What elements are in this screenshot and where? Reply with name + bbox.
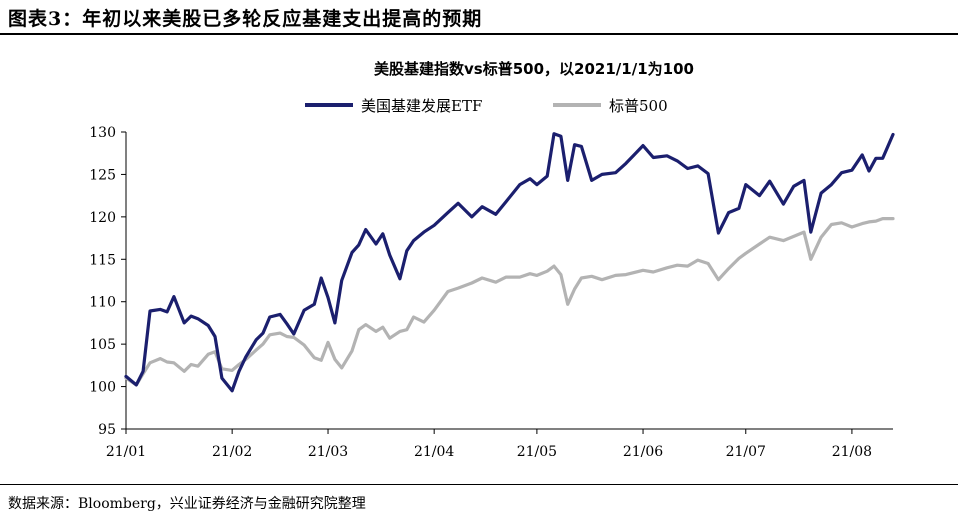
y-tick-label: 115 — [89, 252, 116, 268]
x-tick-label: 21/06 — [623, 444, 663, 460]
y-tick-label: 100 — [89, 380, 116, 396]
source-rule — [0, 484, 958, 485]
y-tick-label: 95 — [98, 422, 116, 438]
legend-label-sp500: 标普500 — [609, 97, 668, 115]
x-tick-label: 21/05 — [517, 444, 557, 460]
x-tick-label: 21/03 — [308, 444, 348, 460]
plot-area — [124, 132, 895, 393]
series-line-sp500 — [124, 217, 895, 387]
y-tick-label: 120 — [89, 210, 116, 226]
figure-title: 图表3：年初以来美股已多轮反应基建支出提高的预期 — [8, 8, 483, 30]
x-tick-label: 21/08 — [832, 444, 872, 460]
y-tick-label: 130 — [89, 125, 116, 141]
x-tick-label: 21/01 — [106, 444, 146, 460]
legend: 美国基建发展ETF 标普500 — [305, 97, 668, 115]
y-tick-label: 105 — [89, 337, 116, 353]
x-tick-label: 21/07 — [726, 444, 766, 460]
x-tick-label: 21/04 — [414, 444, 454, 460]
y-tick-label: 125 — [89, 167, 116, 183]
legend-label-infra: 美国基建发展ETF — [361, 97, 482, 115]
y-tick-label: 110 — [89, 295, 116, 311]
chart-axes: 95 100 105 110 115 120 125 130 21/01 21/02 21/03 21… — [89, 125, 893, 460]
source-note: 数据来源：Bloomberg，兴业证券经济与金融研究院整理 — [8, 496, 366, 512]
x-tick-label: 21/02 — [212, 444, 252, 460]
line-chart: 美股基建指数vs标普500，以2021/1/1为100 美国基建发展ETF 标普… — [89, 60, 895, 460]
chart-title: 美股基建指数vs标普500，以2021/1/1为100 — [374, 60, 694, 78]
series-line-infra — [124, 132, 895, 393]
title-rule — [0, 33, 958, 35]
